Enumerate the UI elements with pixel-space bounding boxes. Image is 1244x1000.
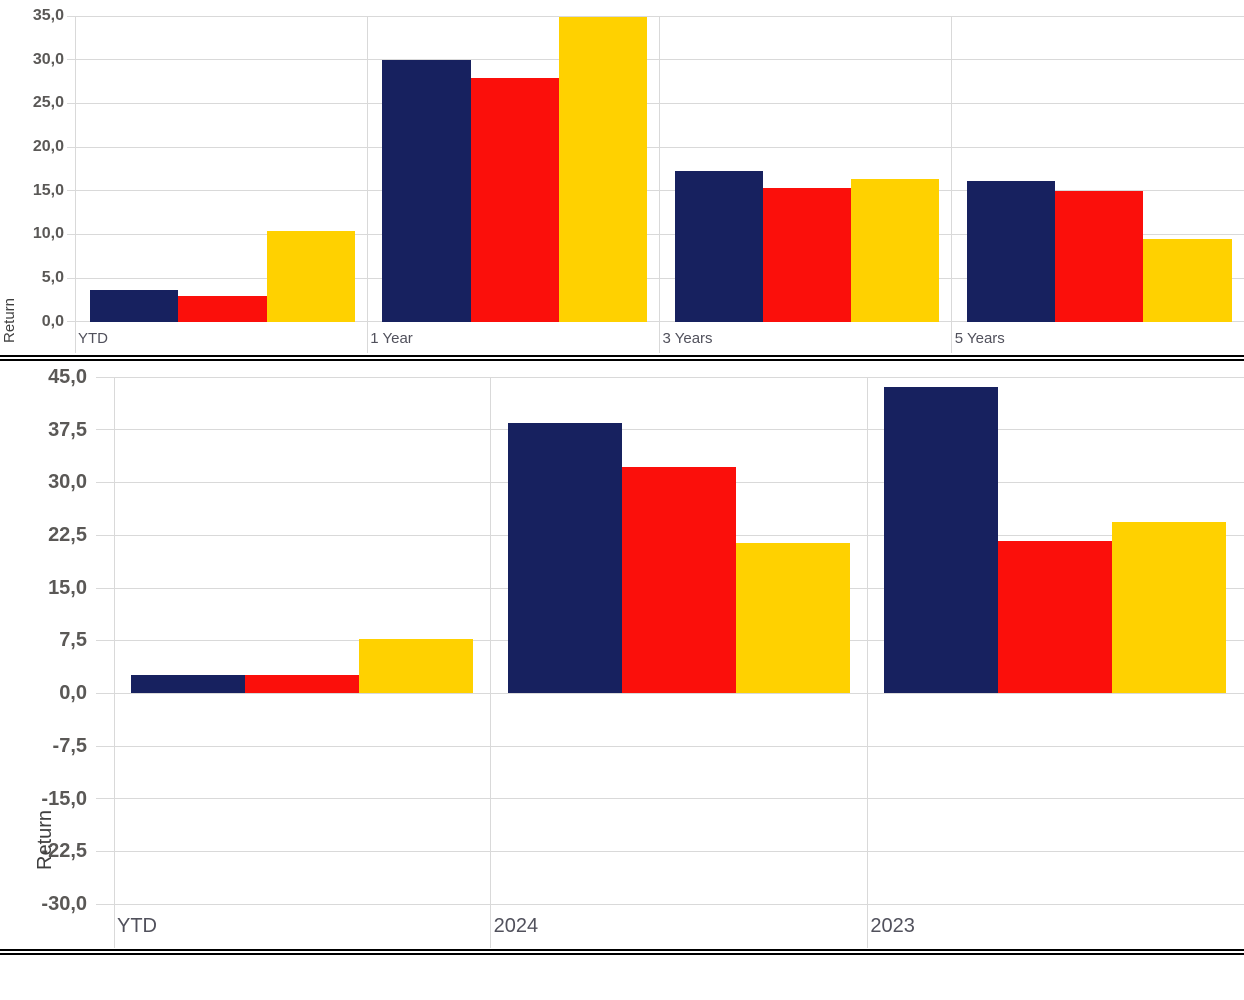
y-tick-label: -15,0 (41, 787, 87, 810)
bar-series0-5-years[interactable] (966, 181, 1056, 322)
gridline-vertical (659, 16, 660, 353)
gridline (96, 376, 1244, 378)
y-tick-label: 15,0 (32, 181, 64, 199)
bar-series2-ytd[interactable] (359, 638, 473, 694)
y-tick-label: -7,5 (52, 734, 87, 757)
y-axis-title: Return (1, 297, 18, 343)
gridline (96, 693, 1244, 694)
gridline-vertical (490, 377, 492, 948)
gridline-vertical (74, 16, 76, 353)
bar-series2-1-year[interactable] (558, 16, 648, 322)
x-axis-label: 2023 (870, 915, 915, 937)
bar-series0-3-years[interactable] (674, 171, 763, 322)
bar-series1-5-years[interactable] (1055, 190, 1144, 322)
bar-series2-5-years[interactable] (1143, 238, 1232, 322)
gridline-vertical (866, 377, 868, 948)
y-tick-label: -22,5 (41, 840, 87, 863)
y-tick-label: 10,0 (32, 225, 64, 243)
bar-series2-2024[interactable] (735, 543, 850, 694)
gridline (96, 798, 1244, 800)
y-tick-label: 37,5 (48, 418, 87, 441)
gridline-vertical (366, 16, 368, 353)
legend: Caixabank Comunicación Mundial Estánd FI… (0, 957, 1244, 1000)
bar-series1-3-years[interactable] (762, 188, 852, 322)
y-tick-label: 30,0 (48, 471, 87, 494)
bar-series1-2024[interactable] (621, 466, 736, 694)
gridline (67, 59, 1244, 61)
bar-series0-ytd[interactable] (90, 290, 179, 322)
gridline (67, 277, 1244, 279)
bar-series1-ytd[interactable] (178, 296, 267, 322)
x-axis-label: YTD (117, 915, 157, 937)
trailing-returns-chart: 35,0 30,0 25,0 20,0 15,0 10,0 5,0 0,0 YTD 1 Year 3… (0, 0, 1244, 355)
y-tick-label: 30,0 (32, 50, 64, 68)
gridline (96, 851, 1244, 853)
x-axis-label: YTD (78, 330, 108, 347)
y-tick-label: 45,0 (48, 365, 87, 388)
bar-series1-1-year[interactable] (470, 78, 559, 322)
bar-series1-ytd[interactable] (245, 674, 359, 694)
gridline (67, 233, 1244, 235)
bar-series1-2023[interactable] (998, 541, 1113, 694)
gridline (67, 146, 1244, 148)
x-axis-label: 2024 (493, 915, 539, 937)
bar-series0-1-year[interactable] (382, 59, 471, 322)
y-tick-label: -30,0 (41, 892, 87, 915)
y-tick-label: 35,0 (32, 7, 64, 25)
y-tick-label: 0,0 (59, 682, 87, 705)
y-tick-label: 25,0 (32, 94, 64, 112)
y-tick-label: 0,0 (41, 312, 64, 330)
x-axis-label: 1 Year (370, 330, 413, 347)
calendar-year-returns-chart: 45,0 37,5 30,0 22,5 15,0 7,5 0,0 -7,5 -15,0 -22,5… (0, 362, 1244, 948)
y-tick-label: 5,0 (41, 269, 64, 287)
bar-series0-2024[interactable] (507, 422, 622, 694)
bar-series2-3-years[interactable] (851, 179, 940, 322)
x-axis-label: 5 Years (954, 330, 1005, 347)
y-tick-label: 20,0 (32, 138, 64, 156)
gridline (67, 190, 1244, 192)
y-tick-label: 7,5 (59, 629, 87, 652)
gridline-vertical (113, 377, 115, 948)
chart-separator-line (0, 355, 1244, 361)
bar-series0-ytd[interactable] (131, 674, 245, 694)
gridline (67, 15, 1244, 17)
bar-series0-2023[interactable] (884, 387, 999, 694)
bar-series2-ytd[interactable] (266, 230, 355, 322)
y-tick-label: 22,5 (48, 523, 87, 546)
y-tick-label: 15,0 (48, 576, 87, 599)
y-axis-title: Return (34, 809, 56, 871)
gridline (96, 429, 1244, 431)
x-axis-label: 3 Years (662, 330, 713, 347)
gridline (96, 745, 1244, 747)
gridline (67, 102, 1244, 104)
legend-separator-line (0, 949, 1244, 955)
gridline-vertical (951, 16, 953, 353)
gridline (96, 903, 1244, 905)
gridline (67, 321, 1244, 323)
bar-series2-2023[interactable] (1112, 522, 1227, 694)
